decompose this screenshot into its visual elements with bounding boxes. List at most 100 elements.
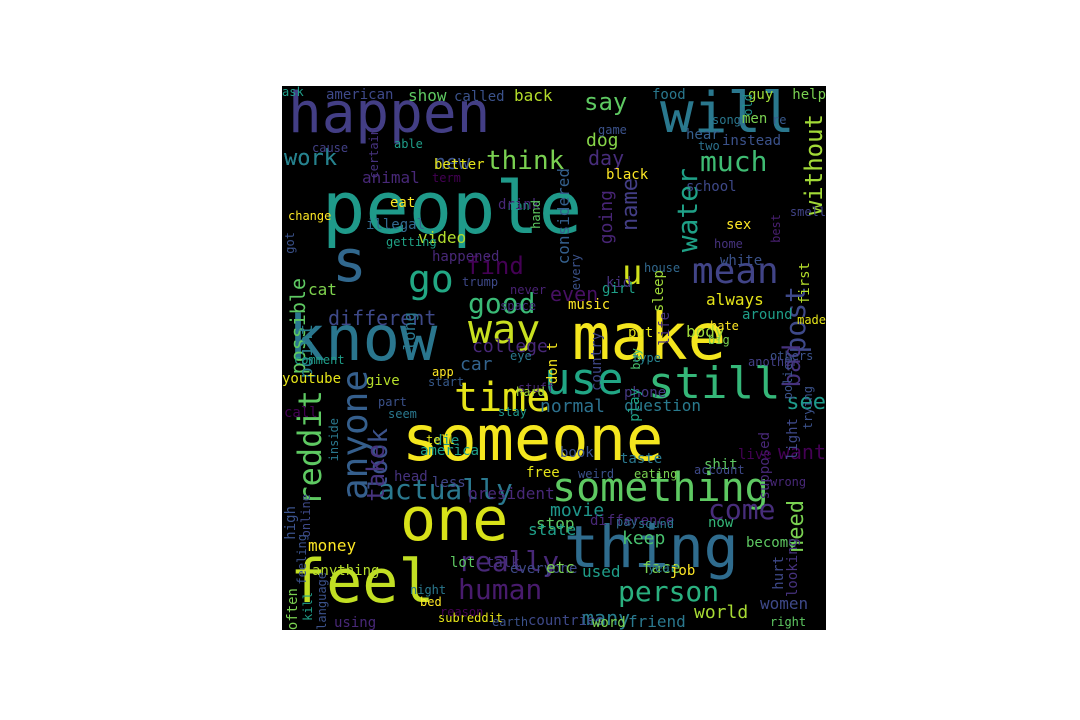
word-smell: smell [789,205,826,219]
word-two: two [698,139,720,153]
word-come: come [708,493,776,526]
word-app: app [432,365,454,379]
word-difference: difference [590,513,675,529]
word-people: people [322,166,583,250]
word-head: head [394,469,428,485]
word-hear: hear [686,127,720,143]
word-even: even [550,282,599,306]
word-etc: etc [546,558,575,577]
word-taste: taste [620,451,663,467]
word-re: re [772,113,787,127]
word-pay: pay [616,515,638,529]
word-cloud: people someone make thing know one happen will f… [282,86,826,630]
word-earth: earth [492,615,529,629]
word-show: show [408,86,447,105]
word-language: language [315,572,329,630]
word-long: long [400,312,419,351]
word-state: state [528,520,577,539]
word-part: part [378,395,407,409]
word-food: food [652,87,686,103]
word-black: black [606,167,649,183]
word-anything: anything [312,563,380,579]
word-job: job [670,563,696,579]
word-getting: getting [386,235,437,249]
word-u: u [622,253,643,293]
word-cat: cat [308,280,337,299]
word-new: new [434,150,471,174]
word-using: using [334,615,377,630]
word-feel: feel [290,547,435,617]
word-ask: ask [282,86,304,99]
word-will: will [660,86,795,146]
word-seem: seem [388,407,417,421]
word-sex: sex [726,217,752,233]
word-sound: sound [638,517,675,531]
word-countries: countries [528,613,604,629]
word-life: life [657,312,673,346]
word-light: light [785,418,801,461]
word-never: never [510,283,547,297]
word-high: high [283,506,299,540]
word-want: want [777,440,826,464]
word-college: college [472,336,548,357]
word-trump: trump [462,275,499,289]
word-got: got [283,232,297,254]
word-hand: hand [529,200,543,229]
word-made: made [797,313,826,327]
word-car: car [460,354,493,375]
word-normal: normal [540,396,606,417]
word-guy: guy [748,87,774,103]
word-drink: drink [498,197,541,213]
word-face: face [642,558,681,577]
word-best: best [769,214,783,243]
word-shit: shit [704,457,738,473]
word-country: country [589,332,605,392]
word-wrong: wrong [770,475,807,489]
word-comment: comment [294,353,345,367]
word-online: online [299,494,313,538]
word-music: music [568,297,611,313]
word-trying: trying [801,386,815,430]
word-call: call [284,405,318,421]
word-put: put [628,325,654,341]
word-weird: weird [578,467,615,481]
word-women: women [760,594,809,613]
word-tell: tell [426,433,455,447]
word-time: time [454,375,551,421]
word-question: question [624,396,702,415]
word-reason: reason [440,605,484,619]
word-night: night [410,583,447,597]
word-bed: bed [420,595,442,609]
word-dog: dog [586,130,619,151]
word-live: live [738,447,772,463]
word-less: less [432,475,466,491]
word-eye: eye [510,349,532,363]
word-right: right [770,615,807,629]
word-help: help [792,87,826,103]
word-take: take [362,444,390,502]
word-day: day [588,146,625,170]
word-certain: certain [367,128,381,179]
word-first: first [797,262,813,305]
word-space: space [500,299,537,313]
word-man: man [508,199,530,213]
word-body: body [686,322,725,341]
word-m: m [738,115,746,129]
word-name: name [618,178,643,231]
word-feeling: feeling [295,534,309,585]
word-sleep: sleep [651,270,667,313]
word-work: work [284,146,337,171]
word-play: play [627,388,643,422]
word-men: men [742,111,768,127]
word-go: go [408,257,454,301]
word-without: without [800,114,826,216]
word-stuff: stuff [518,381,555,395]
word-different: different [328,306,437,330]
word-really: really [458,545,560,578]
word-keep: keep [622,528,666,549]
word-another: another [748,355,799,369]
word-money: money [308,536,357,555]
word-better: better [434,157,485,173]
word-much: much [700,145,768,178]
word-one: one [400,485,509,555]
